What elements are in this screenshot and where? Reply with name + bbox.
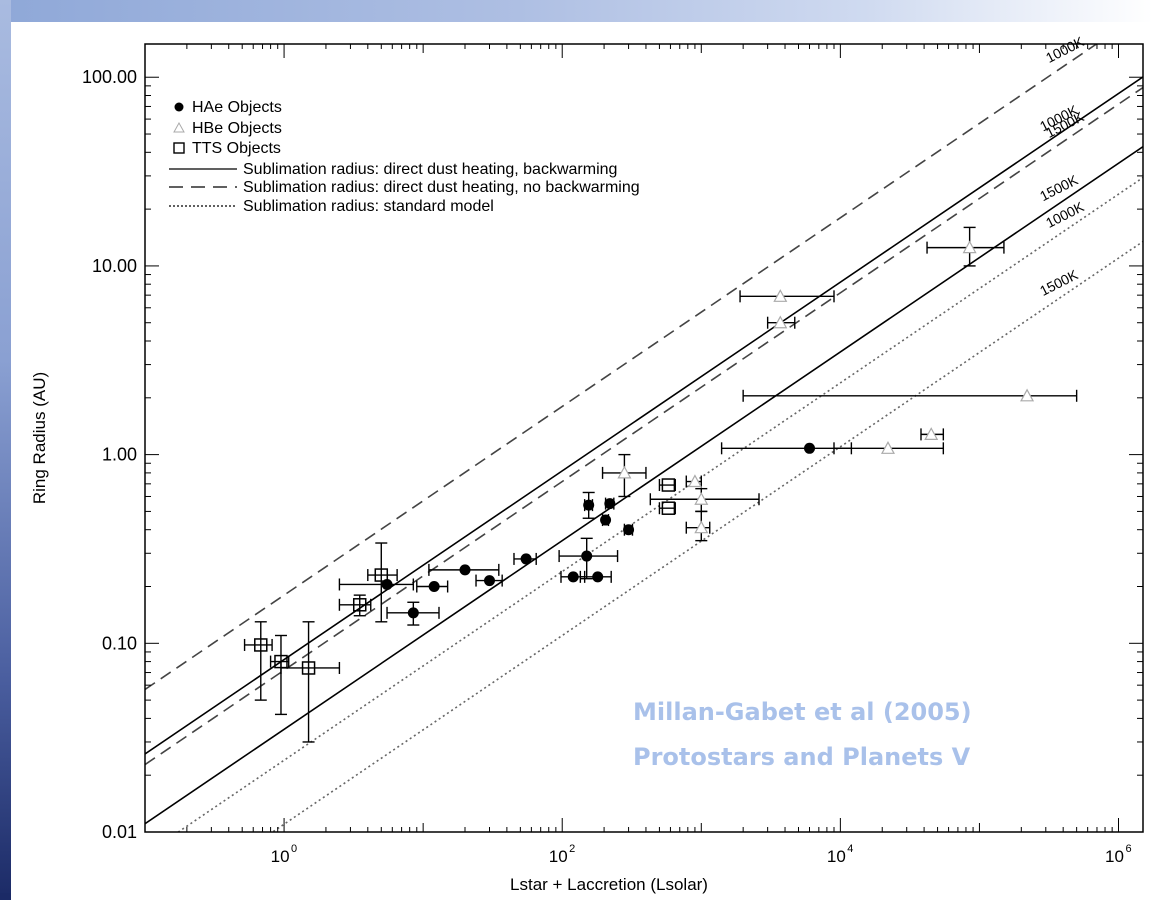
model-line-dashed — [145, 44, 1098, 691]
legend-marker-triangle — [173, 121, 185, 133]
x-tick-label-exponent: 2 — [569, 843, 575, 855]
hae-point — [567, 571, 579, 583]
x-tick-label-exponent: 0 — [291, 843, 297, 855]
hae-point — [428, 581, 440, 593]
tts-point — [374, 568, 389, 582]
hbe-point — [617, 465, 632, 479]
hae-point — [600, 514, 612, 526]
hae-point — [459, 564, 471, 576]
y-tick-label: 10.00 — [92, 256, 137, 276]
model-line-label: 1500K — [1037, 266, 1081, 299]
chart-panel: 1000K 1000K 1500K 1500K 1000K 1500K 10 0 10 2 10 4… — [11, 22, 1153, 900]
citation-line-1: Millan-Gabet et al (2005) — [633, 698, 972, 726]
hae-point — [407, 607, 419, 619]
hbe-point — [962, 240, 977, 254]
hae-point — [604, 498, 616, 510]
data-points — [243, 226, 1078, 743]
slide-frame-top — [0, 0, 1153, 22]
tts-point — [301, 661, 316, 675]
hbe-point — [1020, 388, 1035, 402]
y-tick-label: 0.10 — [102, 633, 137, 653]
hae-point — [804, 442, 816, 454]
hae-point — [581, 550, 593, 562]
hbe-point — [773, 289, 788, 302]
model-line-label: 1500K — [1037, 171, 1081, 204]
tts-point — [352, 598, 367, 612]
legend-label: HAe Objects — [192, 99, 282, 116]
hbe-point — [694, 492, 709, 505]
legend: HAe Objects HBe Objects TTS Objects Sublima… — [169, 99, 640, 215]
legend-label: Sublimation radius: standard model — [243, 198, 494, 215]
y-tick-label: 0.01 — [102, 822, 137, 842]
y-tick-label: 1.00 — [102, 445, 137, 465]
legend-marker-circle — [174, 102, 184, 112]
model-line-dashed — [145, 86, 1143, 766]
legend-label: Sublimation radius: direct dust heating,… — [243, 179, 640, 196]
x-tick-label: 10 — [271, 847, 290, 866]
legend-label: Sublimation radius: direct dust heating,… — [243, 161, 617, 178]
x-tick-label: 10 — [1105, 847, 1124, 866]
hbe-point — [773, 315, 788, 329]
hae-point — [520, 553, 532, 565]
legend-label: TTS Objects — [192, 140, 281, 157]
legend-label: HBe Objects — [192, 120, 282, 137]
plot-frame — [144, 43, 1144, 833]
x-tick-label: 10 — [549, 847, 568, 866]
tts-point — [661, 501, 676, 515]
hae-point — [623, 524, 635, 536]
tts-point — [254, 638, 268, 652]
hbe-point — [687, 474, 702, 488]
model-line-solid — [145, 145, 1143, 825]
hbe-point — [694, 520, 709, 534]
model-line-label: 1000K — [1043, 198, 1087, 231]
y-axis-title: Ring Radius (AU) — [30, 372, 49, 504]
hae-point — [592, 571, 604, 583]
hae-point — [484, 575, 496, 587]
x-tick-label-exponent: 6 — [1125, 843, 1131, 855]
model-line-label: 1000K — [1043, 33, 1087, 66]
x-axis-title: Lstar + Laccretion (Lsolar) — [510, 875, 708, 894]
x-tick-label-exponent: 4 — [847, 843, 853, 855]
slide-frame-left — [0, 0, 11, 900]
citation-line-2: Protostars and Planets V — [633, 743, 971, 771]
tts-point — [661, 478, 676, 492]
model-line-solid — [145, 76, 1143, 755]
hbe-point — [924, 427, 939, 440]
model-line-dotted — [271, 240, 1143, 832]
x-tick-label: 10 — [827, 847, 846, 866]
hbe-point — [880, 441, 895, 454]
legend-marker-square — [173, 142, 185, 154]
y-tick-label: 100.00 — [82, 67, 137, 87]
hae-point — [583, 499, 595, 511]
